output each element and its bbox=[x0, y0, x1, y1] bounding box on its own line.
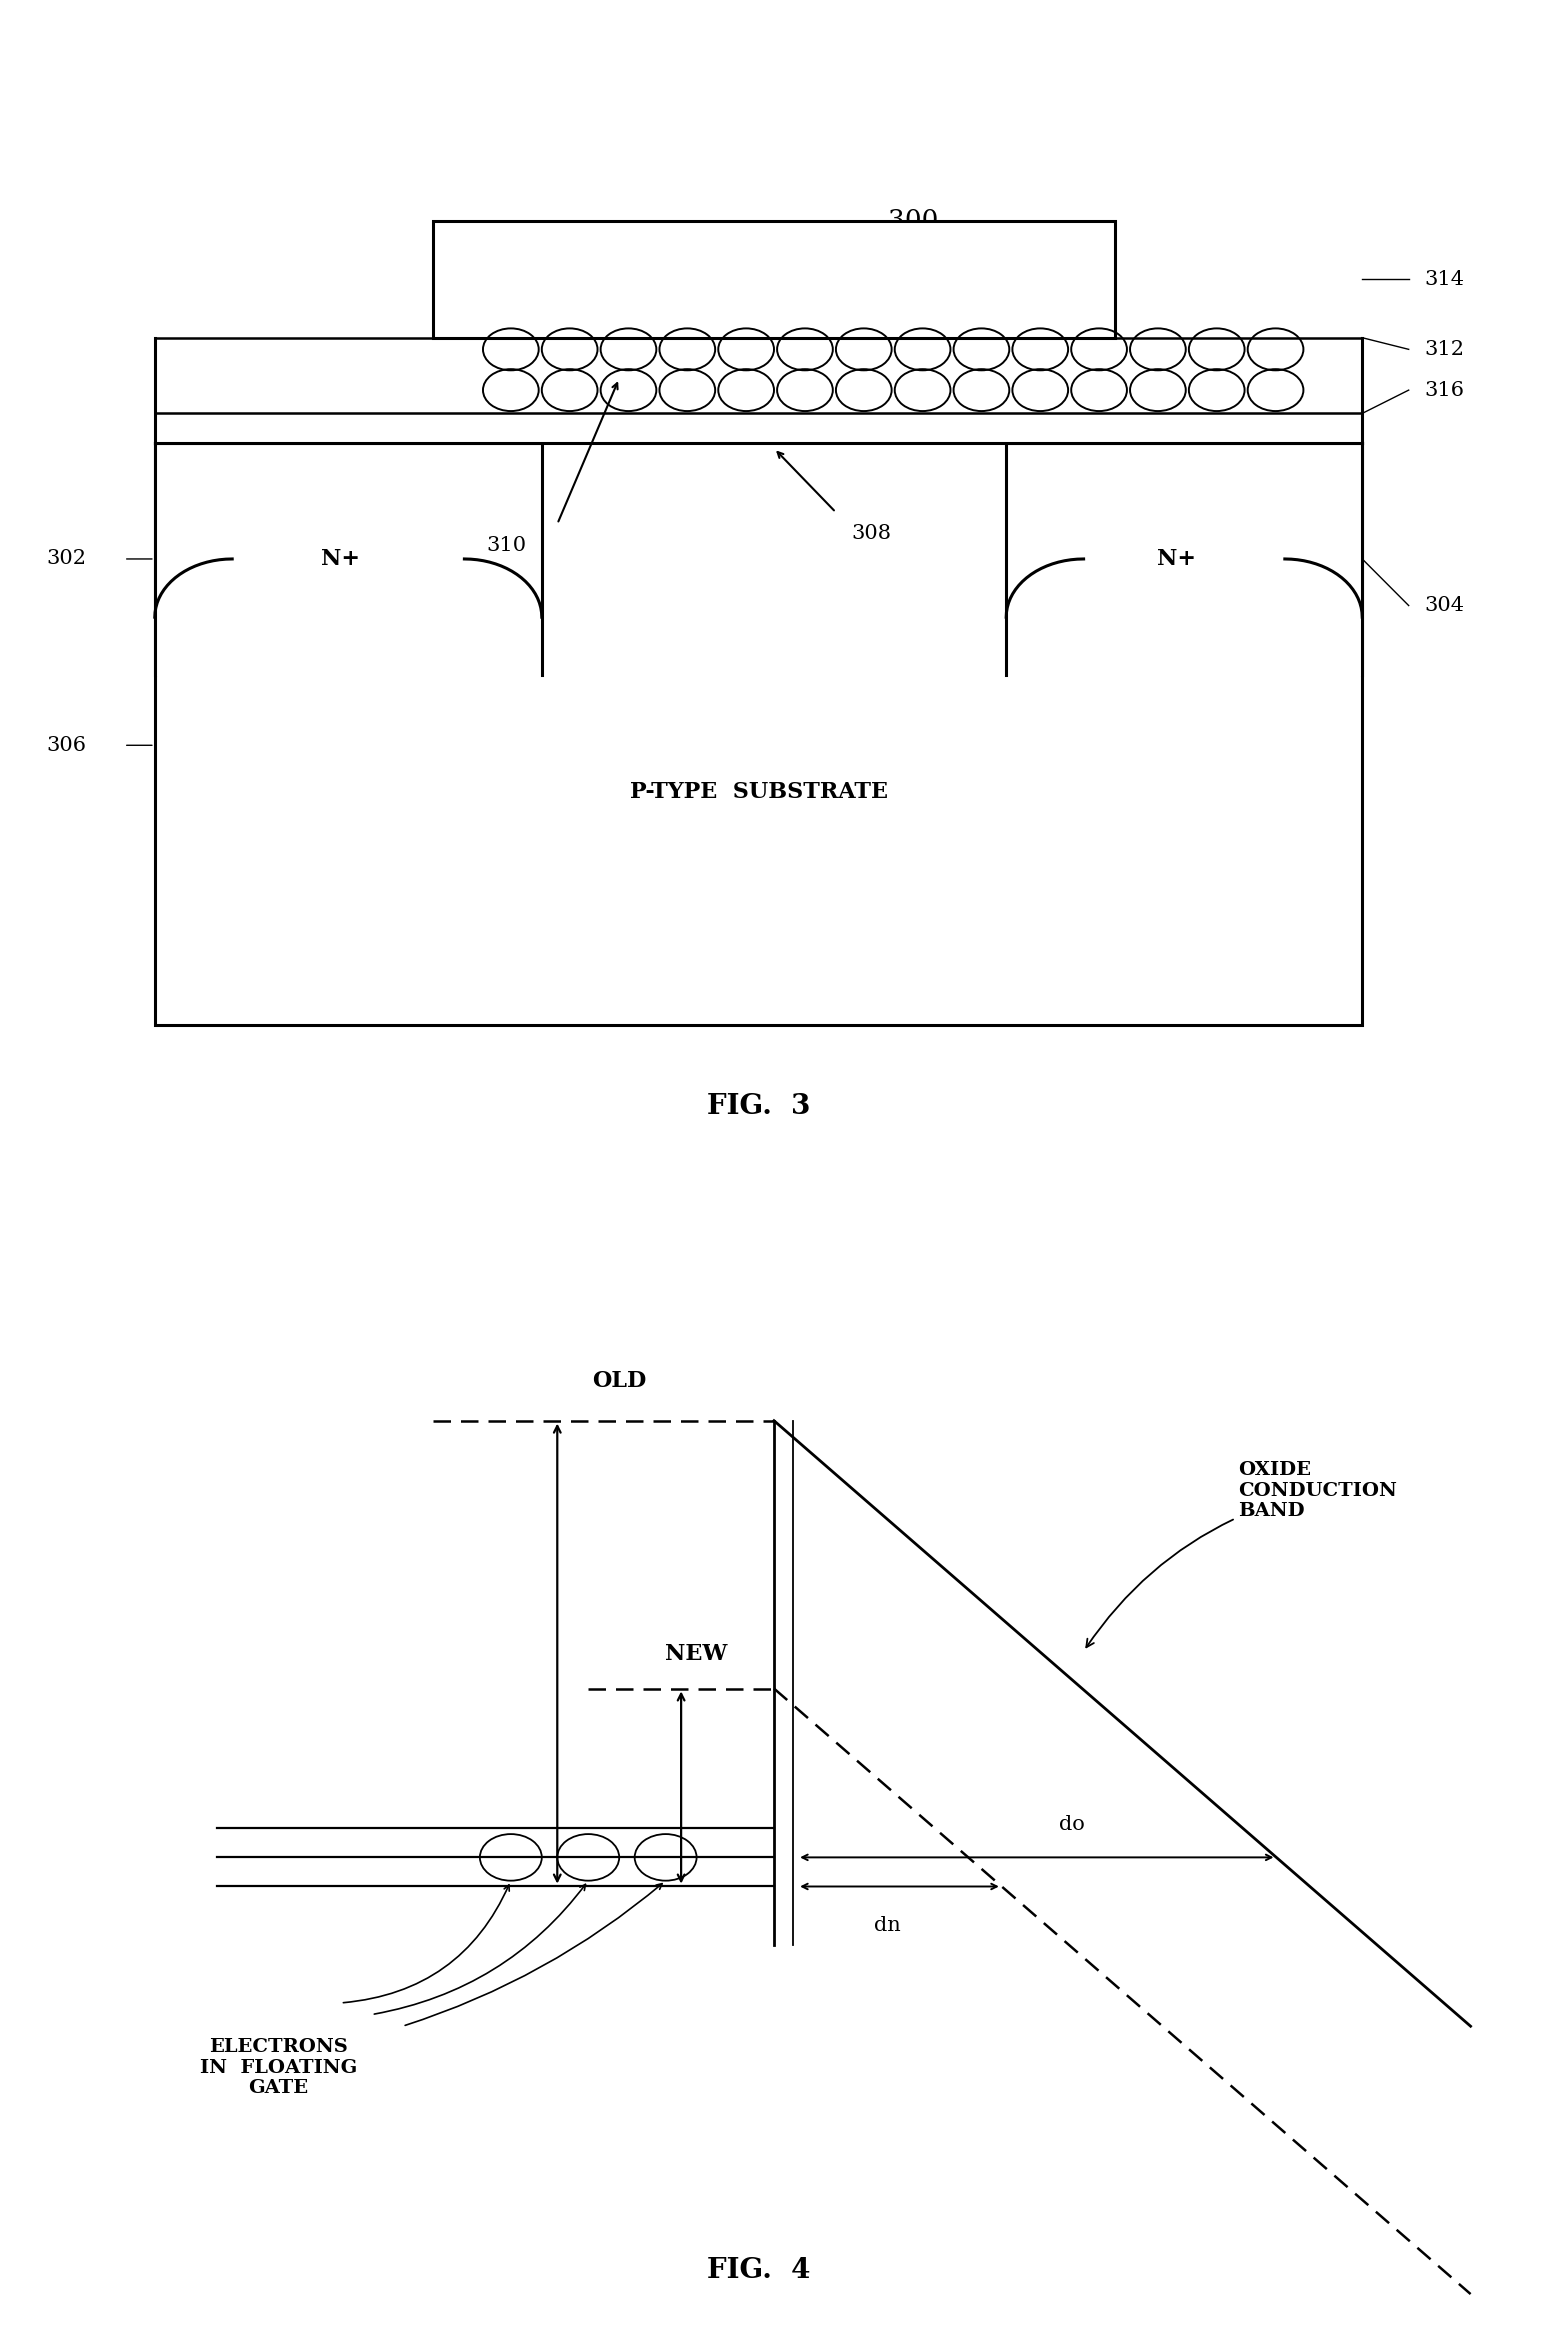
Text: NEW: NEW bbox=[666, 1644, 728, 1665]
Text: P-TYPE  SUBSTRATE: P-TYPE SUBSTRATE bbox=[630, 780, 887, 804]
Text: OLD: OLD bbox=[591, 1369, 647, 1390]
Text: 306: 306 bbox=[46, 736, 87, 755]
Text: ELECTRONS
IN  FLOATING
GATE: ELECTRONS IN FLOATING GATE bbox=[200, 2038, 358, 2098]
Text: dn: dn bbox=[875, 1914, 901, 1935]
Bar bbox=[155, 443, 1362, 1025]
Polygon shape bbox=[542, 443, 1006, 675]
Polygon shape bbox=[155, 338, 1362, 415]
Text: N+: N+ bbox=[1156, 547, 1197, 571]
Text: 304: 304 bbox=[1424, 596, 1464, 615]
Text: 314: 314 bbox=[1424, 270, 1464, 289]
Text: do: do bbox=[1059, 1814, 1085, 1835]
Polygon shape bbox=[1006, 443, 1362, 675]
Text: 312: 312 bbox=[1424, 340, 1464, 359]
Text: 300: 300 bbox=[889, 207, 938, 233]
Bar bbox=[433, 221, 1115, 338]
Text: 308: 308 bbox=[851, 524, 892, 543]
Text: OXIDE
CONDUCTION
BAND: OXIDE CONDUCTION BAND bbox=[1087, 1460, 1398, 1647]
Polygon shape bbox=[155, 415, 1362, 443]
Text: N+: N+ bbox=[320, 547, 361, 571]
Text: 302: 302 bbox=[46, 550, 87, 568]
Text: FIG.  4: FIG. 4 bbox=[707, 2257, 810, 2285]
Text: 310: 310 bbox=[486, 536, 526, 554]
Polygon shape bbox=[155, 443, 542, 675]
Text: FIG.  3: FIG. 3 bbox=[707, 1092, 810, 1120]
Text: 316: 316 bbox=[1424, 380, 1464, 401]
